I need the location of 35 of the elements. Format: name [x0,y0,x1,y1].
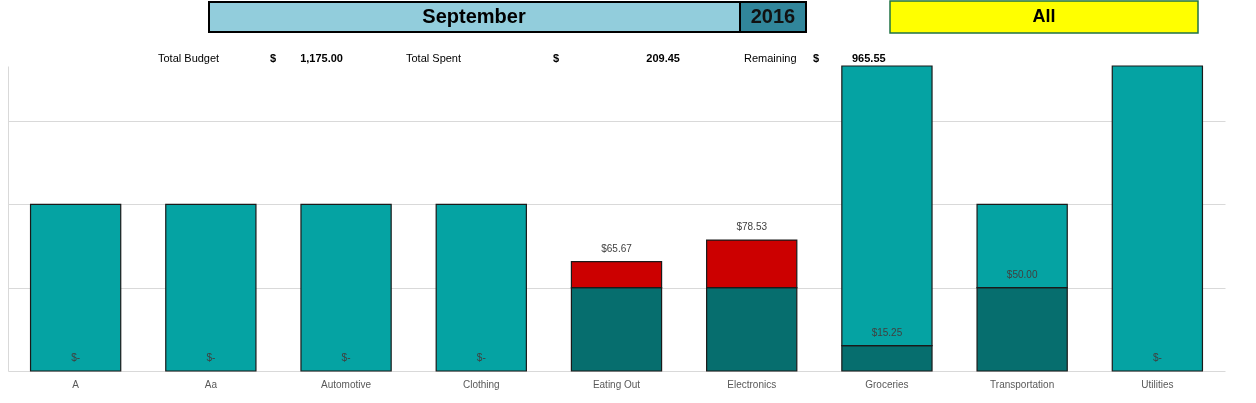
bar [300,203,392,372]
annotation: $- [1152,352,1162,363]
data-label: $15.25 [871,326,903,338]
chart-title: September [422,5,526,27]
x-tick-label: Aa [204,378,218,390]
bar [1111,65,1204,372]
x-tick-label: Eating Out [592,378,641,390]
x-tick-label: A [72,378,80,390]
annotation: $- [476,352,486,363]
bar [165,203,257,372]
text: $ [813,52,820,64]
text: 965.55 [852,52,886,64]
x-tick-label: Automotive [321,378,372,390]
annotation: $- [341,352,351,363]
text: Total Budget [158,52,220,64]
text: Total Spent [406,52,462,64]
text: 1,175.00 [300,52,343,64]
chart-subtitle: 2016 [750,5,796,27]
bar [29,203,122,372]
text: $ [553,52,560,64]
x-tick-label: Groceries [865,378,909,390]
text: $ [270,52,277,64]
annotation: $- [71,352,81,363]
annotation: $65.67 [601,242,633,254]
x-tick-label: Electronics [727,378,777,390]
data-label: $50.00 [1006,268,1038,280]
x-tick-label: Clothing [462,378,500,390]
text: 209.45 [646,52,680,64]
text: Remaining [744,52,797,64]
annotation: $- [206,352,216,363]
bar [435,203,527,372]
x-tick-label: Transportation [990,378,1055,390]
x-tick-label: Utilities [1141,378,1174,390]
text: All [1032,6,1056,26]
annotation: $78.53 [736,221,768,233]
